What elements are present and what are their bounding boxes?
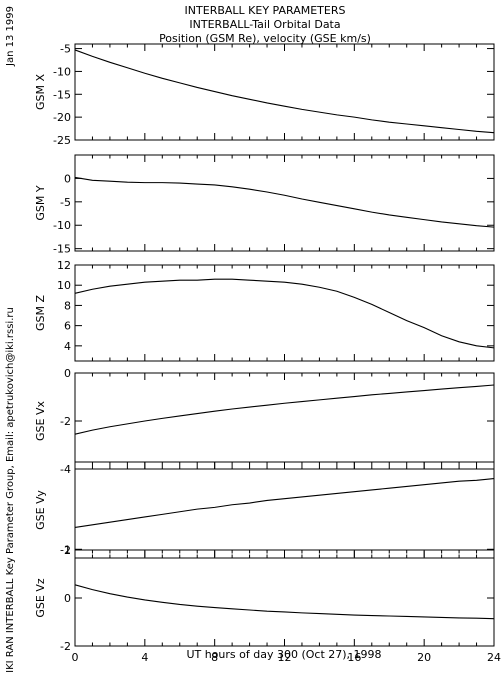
panel-frame	[74, 43, 495, 141]
y-tick-label: -25	[53, 134, 71, 147]
y-tick-label: -15	[53, 88, 71, 101]
y-tick-label: 6	[64, 320, 71, 333]
chart-title: INTERBALL KEY PARAMETERS	[185, 4, 346, 17]
x-tick-label: 0	[72, 651, 79, 664]
series-line	[74, 49, 495, 134]
series-line	[74, 478, 495, 528]
series-line	[74, 584, 495, 620]
y-tick-label: -15	[53, 243, 71, 256]
y-axis-label: GSE Vy	[34, 490, 47, 530]
x-axis-title: UT hours of day 300 (Oct 27), 1998	[186, 648, 381, 661]
y-tick-label: 10	[57, 279, 71, 292]
y-tick-label: -10	[53, 219, 71, 232]
y-tick-label: -10	[53, 65, 71, 78]
panel-frame	[74, 154, 495, 252]
x-tick-label: 8	[211, 651, 218, 664]
panel-5: -1 GSE Vy	[34, 461, 495, 559]
date-stamp: Jan 13 1999	[5, 6, 16, 67]
time-axis: 0 4 8 12 16 20 24	[72, 651, 502, 664]
panel-2: 0 -5 -10 -15 GSM Y	[34, 154, 495, 256]
y-tick-label: 4	[64, 340, 71, 353]
x-tick-label: 20	[417, 651, 431, 664]
panel-6: 2 0 -2 GSE Vz	[34, 544, 495, 653]
y-tick-label: 2	[64, 544, 71, 557]
y-tick-label: -5	[60, 43, 71, 56]
chart-units-caption: Position (GSM Re), velocity (GSE km/s)	[159, 32, 371, 45]
x-tick-label: 16	[347, 651, 361, 664]
series-line	[74, 278, 495, 349]
panel-1: -5 -10 -15 -20 -25 GSM X	[34, 43, 495, 147]
y-axis-label: GSM X	[34, 74, 47, 110]
y-axis-label: GSE Vx	[34, 401, 47, 441]
y-tick-label: -20	[53, 111, 71, 124]
series-line	[74, 384, 495, 435]
y-tick-label: 0	[64, 592, 71, 605]
x-tick-label: 12	[278, 651, 292, 664]
y-tick-label: 0	[64, 367, 71, 380]
panel-frame	[74, 461, 495, 559]
y-tick-label: -5	[60, 196, 71, 209]
panel-4: 0 -2 -4 GSE Vx	[34, 367, 495, 476]
y-tick-label: -2	[60, 415, 71, 428]
y-tick-label: 0	[64, 172, 71, 185]
y-tick-label: -1	[60, 543, 71, 556]
x-tick-label: 4	[141, 651, 148, 664]
panel-3: 12 10 8 6 4 GSM Z	[34, 259, 495, 362]
chart-subtitle: INTERBALL-Tail Orbital Data	[189, 18, 340, 31]
y-axis-label: GSM Z	[34, 295, 47, 331]
y-tick-label: 12	[57, 259, 71, 272]
y-axis-label: GSM Y	[34, 185, 47, 220]
series-line	[74, 176, 495, 228]
panel-frame	[74, 372, 495, 470]
credit-label: IKI RAN INTERBALL Key Parameter Group, E…	[5, 307, 16, 673]
panel-frame	[74, 549, 495, 647]
y-tick-label: -4	[60, 463, 71, 476]
panel-frame	[74, 264, 495, 362]
x-tick-label: 24	[487, 651, 501, 664]
y-tick-label: -2	[60, 640, 71, 653]
y-axis-label: GSE Vz	[34, 578, 47, 617]
y-tick-label: 8	[64, 299, 71, 312]
